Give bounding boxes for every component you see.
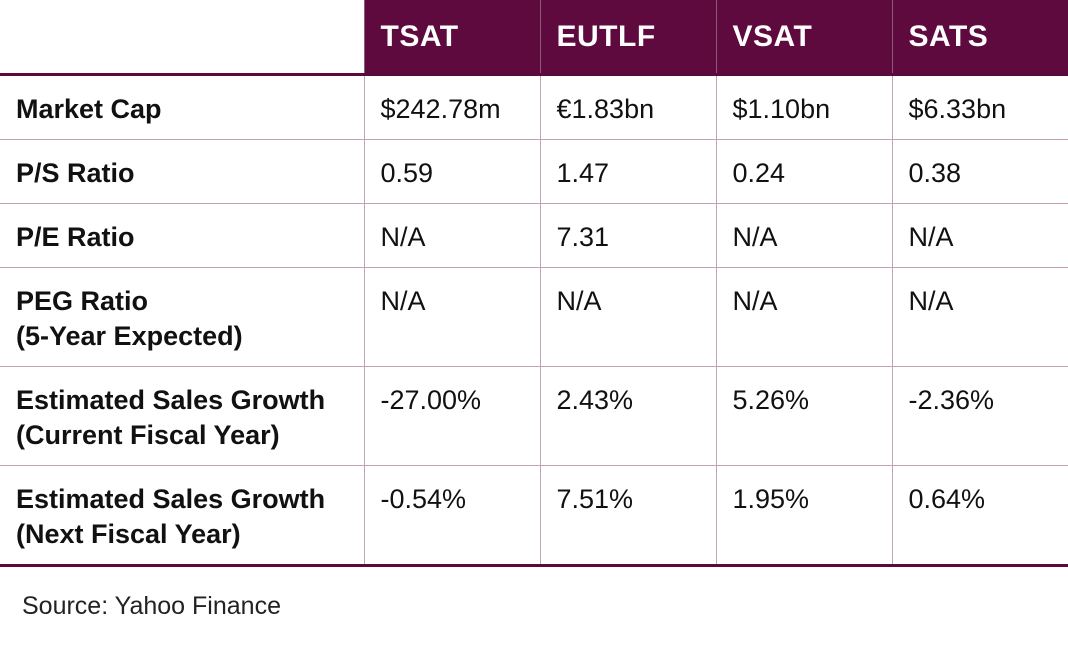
header-ticker-vsat: VSAT — [715, 0, 892, 76]
table-cell: -27.00% — [363, 366, 540, 466]
comparison-table-container: TSAT EUTLF VSAT SATS Market Cap $242.78m… — [0, 0, 1068, 567]
table-cell: N/A — [363, 267, 540, 367]
table-cell: 7.31 — [539, 203, 716, 268]
table-cell: 1.95% — [715, 465, 892, 567]
header-ticker-sats: SATS — [891, 0, 1068, 76]
header-ticker-eutlf: EUTLF — [539, 0, 716, 76]
table-cell: 2.43% — [539, 366, 716, 466]
row-label: P/E Ratio — [0, 203, 364, 268]
table-cell: -0.54% — [363, 465, 540, 567]
table-cell: 0.38 — [891, 139, 1068, 204]
table-row-peg-ratio: PEG Ratio (5-Year Expected) N/A N/A N/A … — [0, 267, 1068, 367]
table-cell: N/A — [891, 267, 1068, 367]
table-cell: N/A — [539, 267, 716, 367]
table-cell: -2.36% — [891, 366, 1068, 466]
table-cell: €1.83bn — [539, 74, 716, 140]
table-row-sales-growth-next: Estimated Sales Growth (Next Fiscal Year… — [0, 465, 1068, 567]
table-row-pe-ratio: P/E Ratio N/A 7.31 N/A N/A — [0, 203, 1068, 268]
table-cell: N/A — [715, 203, 892, 268]
stock-comparison-table: TSAT EUTLF VSAT SATS Market Cap $242.78m… — [0, 0, 1068, 567]
table-cell: 0.24 — [715, 139, 892, 204]
table-cell: $1.10bn — [715, 74, 892, 140]
row-label: Estimated Sales Growth (Next Fiscal Year… — [0, 465, 364, 567]
table-cell: 5.26% — [715, 366, 892, 466]
table-cell: 0.64% — [891, 465, 1068, 567]
row-label: P/S Ratio — [0, 139, 364, 204]
row-label: Market Cap — [0, 74, 364, 140]
table-cell: 1.47 — [539, 139, 716, 204]
table-cell: $6.33bn — [891, 74, 1068, 140]
header-corner — [0, 0, 364, 76]
source-note: Source: Yahoo Finance — [22, 592, 281, 620]
table-cell: N/A — [891, 203, 1068, 268]
row-label: Estimated Sales Growth (Current Fiscal Y… — [0, 366, 364, 466]
table-row-ps-ratio: P/S Ratio 0.59 1.47 0.24 0.38 — [0, 139, 1068, 204]
table-cell: N/A — [363, 203, 540, 268]
table-row-sales-growth-current: Estimated Sales Growth (Current Fiscal Y… — [0, 366, 1068, 466]
table-cell: 0.59 — [363, 139, 540, 204]
header-row: TSAT EUTLF VSAT SATS — [0, 0, 1068, 76]
table-cell: $242.78m — [363, 74, 540, 140]
table-cell: 7.51% — [539, 465, 716, 567]
row-label: PEG Ratio (5-Year Expected) — [0, 267, 364, 367]
table-row-market-cap: Market Cap $242.78m €1.83bn $1.10bn $6.3… — [0, 74, 1068, 140]
header-ticker-tsat: TSAT — [363, 0, 540, 76]
table-cell: N/A — [715, 267, 892, 367]
